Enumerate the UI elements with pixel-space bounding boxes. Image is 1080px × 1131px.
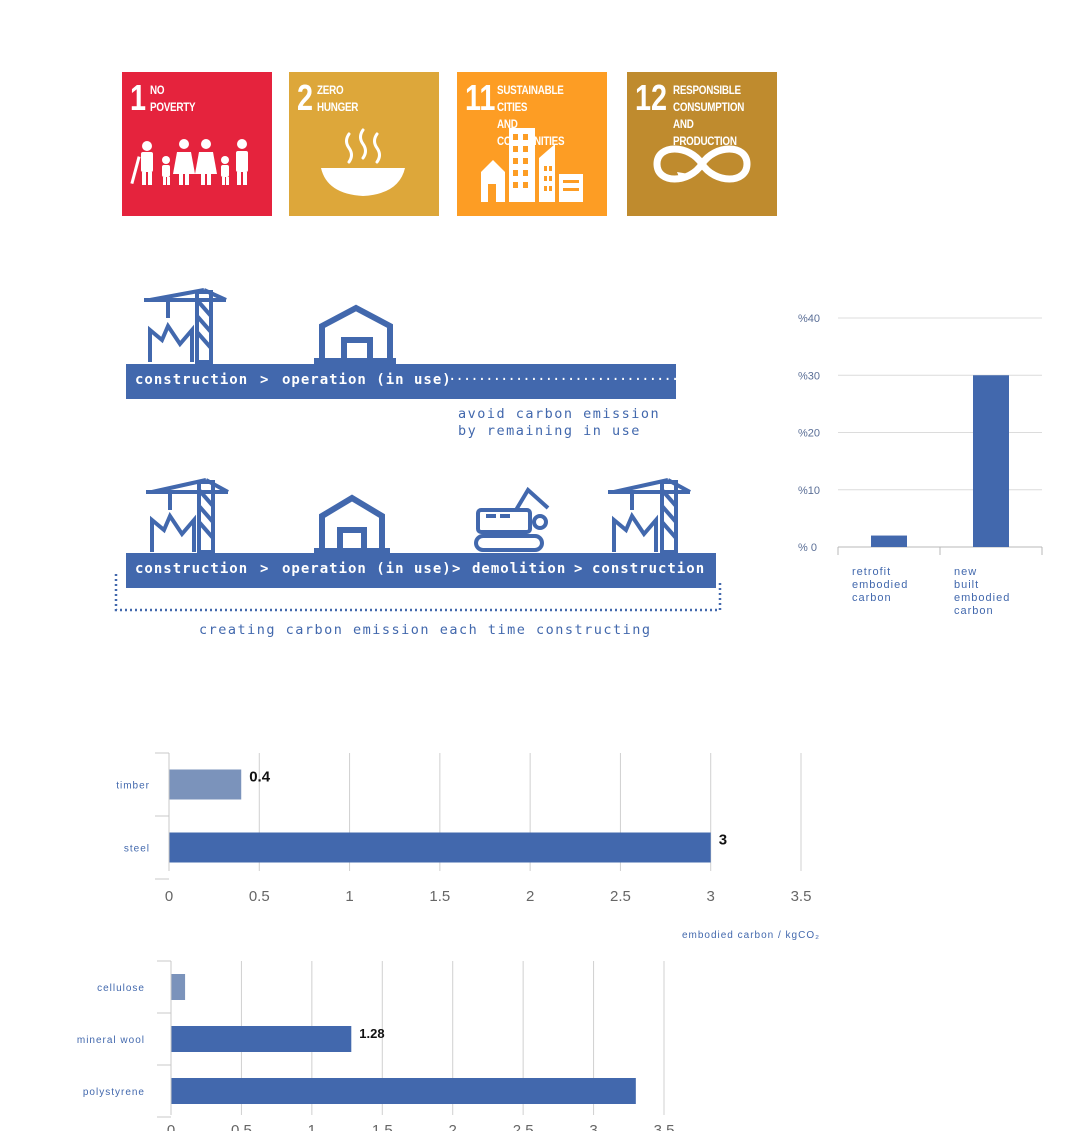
bar	[973, 375, 1009, 547]
step-construction: construction	[135, 561, 249, 577]
retrofit-vs-newbuild-chart: % 0 %10 %20 %30 %40 retrofit embodied carbon new…	[798, 313, 1043, 617]
caption-creating-emission: creating carbon emission each time const…	[199, 622, 652, 638]
excavator-icon	[474, 486, 550, 552]
y-category-label: cellulose	[97, 983, 145, 994]
step-demolition: demolition	[472, 561, 567, 577]
bar	[169, 769, 242, 800]
loop-back-line	[114, 574, 722, 612]
y-tick-label: %20	[798, 428, 820, 440]
insulation-material-chart: 0 0.5 1 1.5 2 2.5 3 3.5 cellulose mineral wool 1.2…	[77, 960, 675, 1131]
x-tick-label: 1.5	[429, 888, 450, 905]
x-tick-label: 3	[707, 888, 715, 905]
lifecycle-strip-reuse: construction > operation (in use) ······…	[126, 364, 702, 399]
y-category-label: mineral wool	[77, 1035, 145, 1046]
data-label: 3	[719, 832, 727, 849]
sdg-number: 2	[297, 77, 314, 118]
sdg-tile-sustainable-cities: 11 SUSTAINABLE CITIES AND COMMUNITIES	[457, 72, 607, 216]
y-tick-label: %40	[798, 313, 820, 325]
y-category-label: timber	[116, 781, 150, 792]
step-separator: >	[260, 372, 270, 388]
building-icon	[314, 304, 396, 365]
x-tick-label: 2.5	[610, 888, 631, 905]
family-icon	[130, 139, 248, 185]
x-tick-label: 0	[165, 888, 173, 905]
sdg-tile-zero-hunger: 2 ZERO HUNGER	[289, 72, 439, 216]
sdg-title: ZERO HUNGER	[317, 83, 359, 114]
x-axis-title: embodied carbon / kgCO₂	[682, 930, 820, 941]
carbon-diagram-icons	[114, 288, 722, 612]
x-tick-label: 1	[345, 888, 353, 905]
x-tick-label: 3	[589, 1122, 597, 1131]
x-tick-label: 3.5	[791, 888, 812, 905]
step-separator: >	[574, 561, 584, 577]
continue-arrow: ·································>	[448, 372, 702, 388]
bar	[871, 535, 907, 547]
sdg-title: NO POVERTY	[150, 83, 196, 114]
sdg-number: 11	[465, 77, 496, 118]
bowl-icon	[321, 128, 405, 196]
x-tick-label: 1	[308, 1122, 316, 1131]
crane-icon	[144, 288, 227, 364]
y-tick-label: %30	[798, 370, 820, 382]
bar	[169, 832, 711, 863]
data-label: 0.4	[249, 769, 271, 786]
step-operation: operation (in use)	[282, 372, 452, 388]
infinity-icon	[653, 145, 751, 183]
x-tick-label: 0.5	[249, 888, 270, 905]
caption-avoid-emission: avoid carbon emission by remaining in us…	[458, 406, 661, 439]
x-tick-label: 0.5	[231, 1122, 252, 1131]
x-tick-label: 0	[167, 1122, 175, 1131]
step-construction: construction	[135, 372, 249, 388]
sdg-number: 12	[635, 77, 668, 118]
step-construction-again: construction	[592, 561, 706, 577]
x-tick-label: 3.5	[654, 1122, 675, 1131]
y-tick-label: % 0	[798, 542, 817, 554]
sdg-tile-no-poverty: 1 NO POVERTY	[122, 72, 272, 216]
data-label: 1.28	[359, 1026, 384, 1041]
y-category-label: polystyrene	[83, 1087, 145, 1098]
building-icon	[314, 494, 390, 555]
step-separator: >	[452, 561, 462, 577]
crane-icon	[608, 478, 691, 554]
crane-icon	[146, 478, 229, 554]
x-category-label: new built embodied carbon	[954, 566, 1010, 617]
sdg-title: RESPONSIBLE CONSUMPTION AND PRODUCTION	[673, 83, 745, 148]
city-icon	[481, 128, 583, 202]
x-tick-label: 1.5	[372, 1122, 393, 1131]
bar	[171, 974, 186, 1000]
x-tick-label: 2	[449, 1122, 457, 1131]
y-category-label: steel	[124, 844, 150, 855]
step-separator: >	[260, 561, 270, 577]
x-category-label: retrofit embodied carbon	[852, 566, 908, 604]
sdg-number: 1	[130, 77, 147, 118]
bar	[171, 1078, 636, 1104]
x-tick-label: 2	[526, 888, 534, 905]
lifecycle-strip-rebuild: construction > operation (in use) > demo…	[126, 553, 716, 588]
sdg-tile-responsible-consumption: 12 RESPONSIBLE CONSUMPTION AND PRODUCTIO…	[627, 72, 777, 216]
y-tick-label: %10	[798, 485, 820, 497]
x-tick-label: 2.5	[513, 1122, 534, 1131]
step-operation: operation (in use)	[282, 561, 452, 577]
bar	[171, 1026, 352, 1052]
structure-material-chart: 0 0.5 1 1.5 2 2.5 3 3.5 timber 0.4 steel 3 embodied …	[116, 752, 820, 941]
